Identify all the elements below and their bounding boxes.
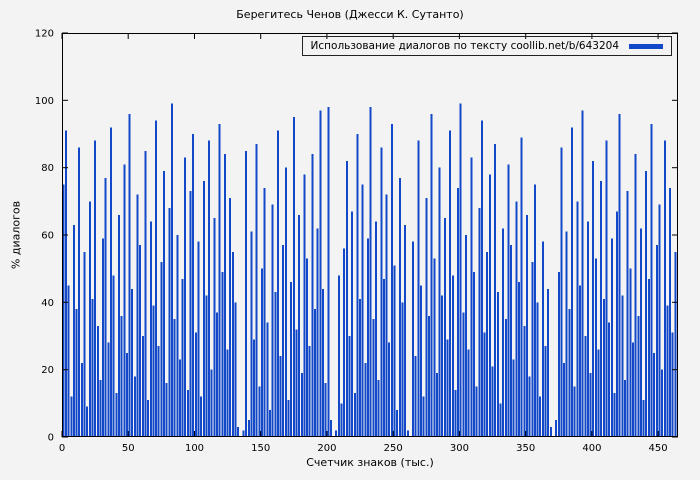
svg-text:200: 200 (317, 443, 336, 454)
svg-text:350: 350 (516, 443, 535, 454)
svg-text:120: 120 (35, 29, 54, 40)
svg-text:400: 400 (582, 443, 601, 454)
x-axis-label: Счетчик знаков (тыс.) (306, 456, 434, 469)
svg-text:40: 40 (41, 298, 54, 309)
svg-text:0: 0 (59, 443, 65, 454)
svg-text:20: 20 (41, 365, 54, 376)
svg-text:300: 300 (450, 443, 469, 454)
legend: Использование диалогов по тексту coollib… (301, 36, 672, 56)
svg-text:100: 100 (185, 443, 204, 454)
svg-text:250: 250 (384, 443, 403, 454)
svg-text:100: 100 (35, 96, 54, 107)
svg-text:0: 0 (48, 433, 54, 444)
y-axis-label: % диалогов (9, 200, 23, 270)
svg-text:80: 80 (41, 163, 54, 174)
legend-label: Использование диалогов по тексту coollib… (310, 40, 619, 52)
svg-text:450: 450 (649, 443, 668, 454)
svg-text:150: 150 (251, 443, 270, 454)
chart-title: Берегитесь Ченов (Джесси К. Сутанто) (236, 8, 464, 21)
svg-text:60: 60 (41, 231, 54, 242)
svg-text:50: 50 (122, 443, 135, 454)
legend-swatch (629, 43, 663, 49)
